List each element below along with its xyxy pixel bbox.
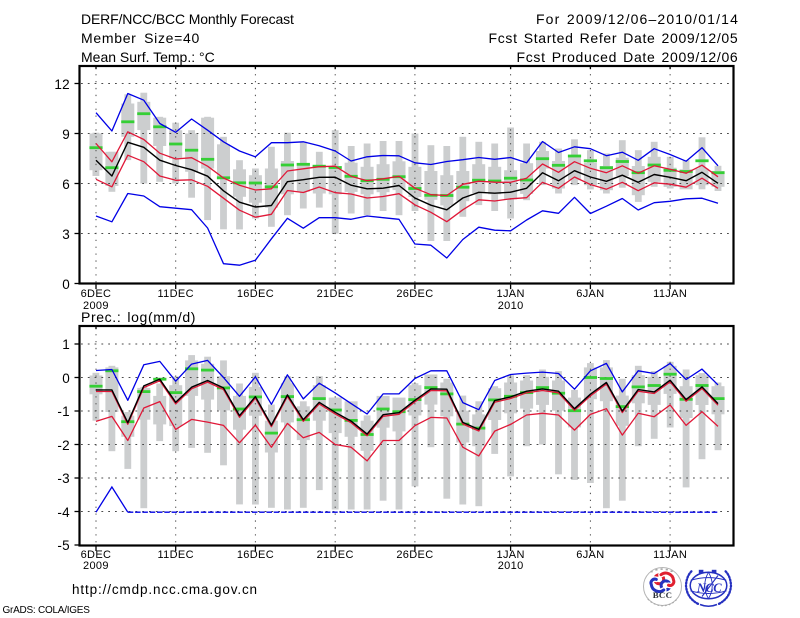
svg-text:NCC: NCC — [696, 581, 722, 595]
svg-text:BCC: BCC — [653, 590, 672, 600]
